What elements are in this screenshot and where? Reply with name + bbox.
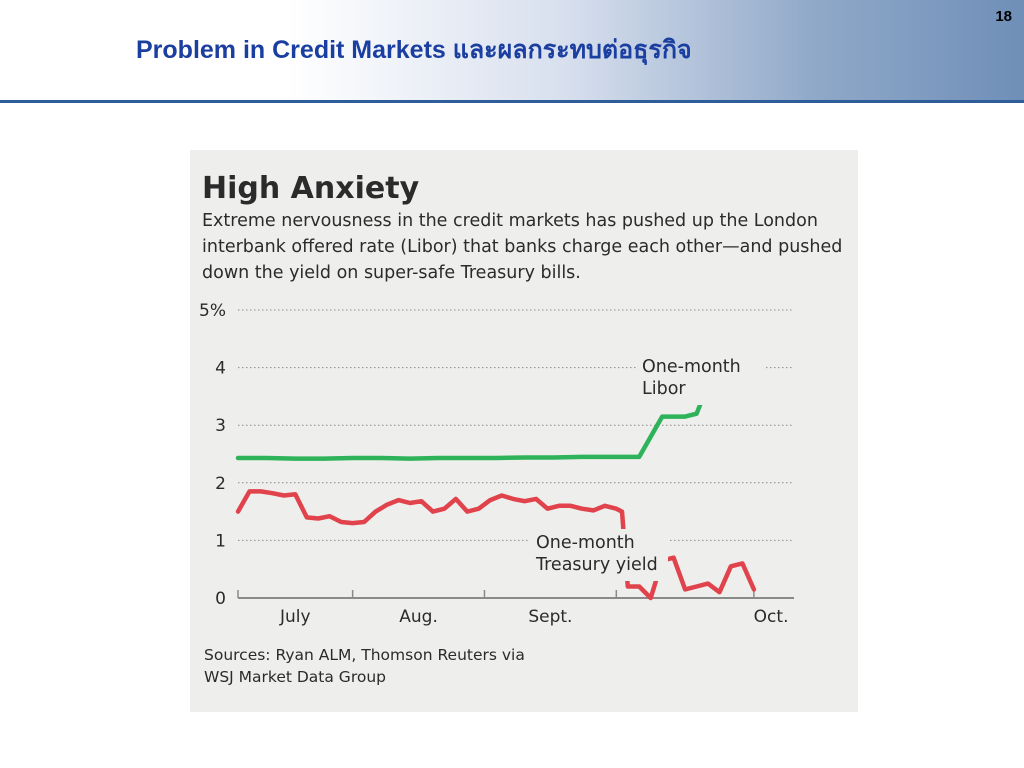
x-tick-labels: July Aug. Sept. Oct. [279, 607, 788, 627]
source-line-1: Sources: Ryan ALM, Thomson Reuters via [204, 646, 525, 664]
series-label-libor: Libor [642, 379, 686, 399]
chart-title: High Anxiety [202, 171, 420, 206]
y-tick-label: 1 [215, 531, 226, 551]
chart-svg: High Anxiety Extreme nervousness in the … [199, 171, 842, 686]
header-band [0, 0, 1024, 100]
x-tick-label: July [279, 607, 311, 627]
y-tick-label: 0 [215, 589, 226, 609]
y-tick-label: 2 [215, 474, 226, 494]
y-tick-label: 4 [215, 359, 226, 379]
chart-subtitle-line-2: interbank offered rate (Libor) that bank… [202, 237, 842, 257]
x-axis [237, 590, 794, 599]
chart-subtitle-line-3: down the yield on super-safe Treasury bi… [202, 263, 581, 283]
y-tick-label: 5% [199, 301, 226, 321]
y-tick-labels: 5% 4 3 2 1 0 [199, 301, 226, 609]
chart-figure: High Anxiety Extreme nervousness in the … [190, 150, 858, 712]
x-tick-label: Aug. [399, 607, 438, 627]
header-rule [0, 100, 1024, 103]
page-number: 18 [995, 8, 1012, 25]
series-label-treasury: One-month [536, 533, 635, 553]
x-tick-label: Sept. [528, 607, 572, 627]
series-line-treasury [235, 489, 757, 601]
y-tick-label: 3 [215, 416, 226, 436]
slide-title: Problem in Credit Markets และผลกระทบต่อธ… [136, 36, 692, 64]
series-label-libor: One-month [642, 357, 741, 377]
series-label-background [636, 353, 764, 405]
x-tick-label: Oct. [754, 607, 789, 627]
series-label-background [528, 529, 668, 581]
grid-lines [238, 309, 794, 541]
series-label-treasury: Treasury yield [535, 555, 658, 575]
source-line-2: WSJ Market Data Group [204, 668, 386, 686]
chart-subtitle-line-1: Extreme nervousness in the credit market… [202, 211, 818, 231]
